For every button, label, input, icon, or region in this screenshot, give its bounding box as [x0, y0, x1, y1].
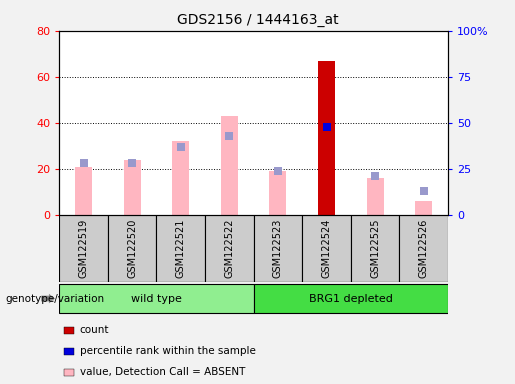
Bar: [157, 215, 205, 282]
Text: GSM122519: GSM122519: [78, 218, 89, 278]
Text: GSM122520: GSM122520: [127, 218, 137, 278]
Text: GSM122525: GSM122525: [370, 218, 380, 278]
Text: genotype/variation: genotype/variation: [5, 293, 104, 304]
Bar: [367, 178, 384, 215]
Bar: [59, 284, 253, 313]
Bar: [221, 116, 238, 215]
Text: GSM122524: GSM122524: [321, 218, 332, 278]
Bar: [302, 215, 351, 282]
Bar: [415, 201, 432, 215]
Bar: [59, 215, 108, 282]
Text: value, Detection Call = ABSENT: value, Detection Call = ABSENT: [80, 367, 245, 377]
Bar: [108, 215, 157, 282]
Bar: [253, 215, 302, 282]
Bar: [351, 215, 400, 282]
Bar: [400, 215, 448, 282]
Text: BRG1 depleted: BRG1 depleted: [309, 293, 393, 304]
Text: GSM122522: GSM122522: [225, 218, 234, 278]
Text: GDS2156 / 1444163_at: GDS2156 / 1444163_at: [177, 13, 338, 27]
Bar: [318, 61, 335, 215]
Bar: [269, 171, 286, 215]
Text: percentile rank within the sample: percentile rank within the sample: [80, 346, 256, 356]
Text: wild type: wild type: [131, 293, 182, 304]
Text: GSM122521: GSM122521: [176, 218, 186, 278]
Text: GSM122523: GSM122523: [273, 218, 283, 278]
Text: GSM122526: GSM122526: [419, 218, 429, 278]
Bar: [172, 141, 189, 215]
Bar: [124, 160, 141, 215]
Text: count: count: [80, 325, 109, 335]
Bar: [205, 215, 253, 282]
Bar: [75, 167, 92, 215]
Bar: [253, 284, 448, 313]
